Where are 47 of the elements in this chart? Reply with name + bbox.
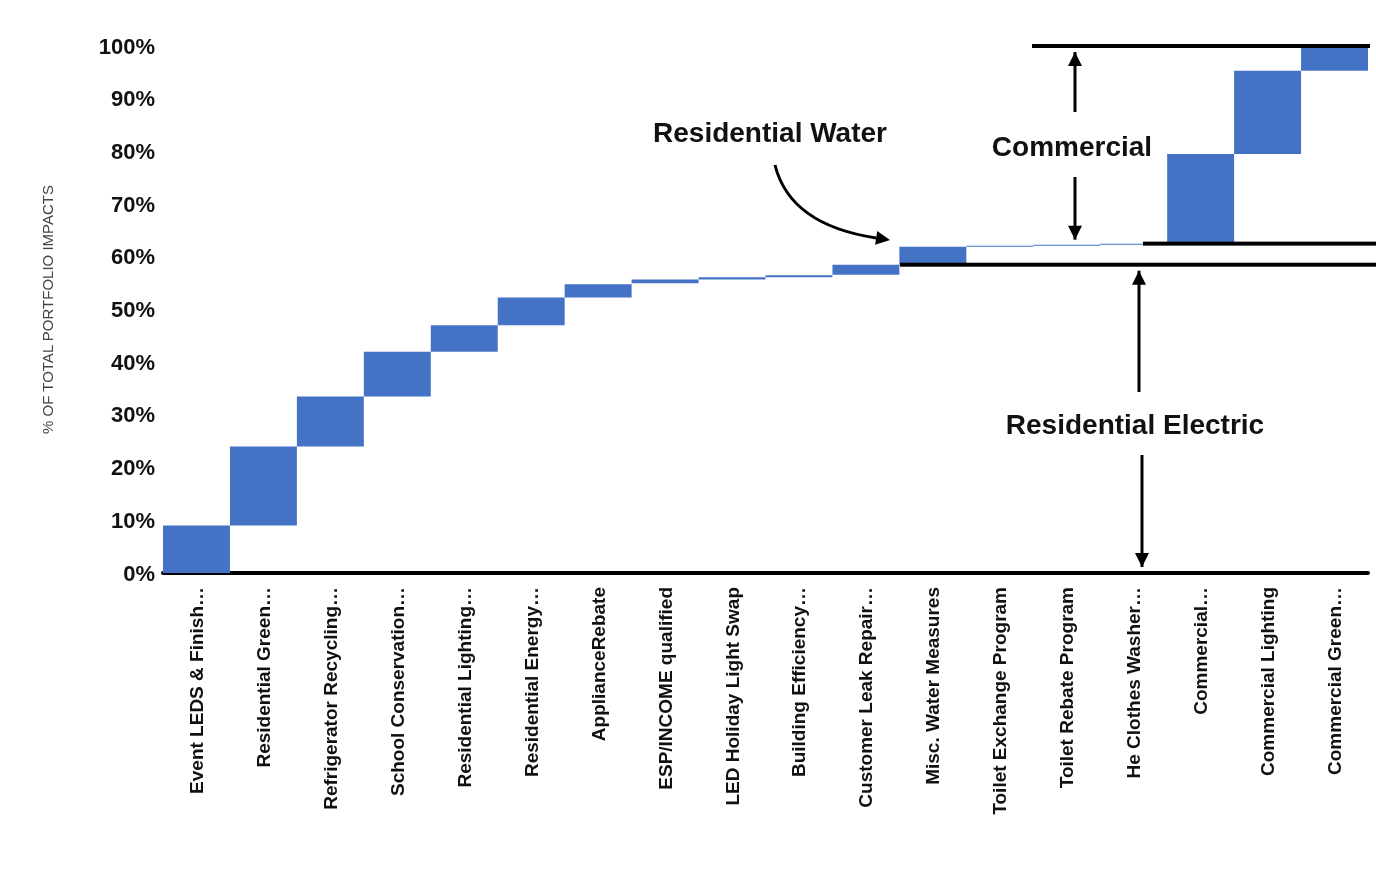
bar [296,396,364,447]
bar [765,275,833,278]
y-tick-label: 80% [110,138,155,164]
x-tick-label: Commercial… [1190,587,1212,715]
bar [564,284,632,298]
annotation: Commercial [989,131,1155,163]
y-tick-label: 60% [110,244,155,270]
x-tick-label: Refrigerator Recycling… [319,587,341,810]
x-tick-label: Toilet Rebate Program [1056,587,1078,789]
y-tick-label: 20% [110,455,155,481]
y-tick-label: 0% [123,560,155,586]
bar [497,297,565,326]
y-tick-label: 40% [110,349,155,375]
x-tick-label: ApplianceRebate [587,587,609,742]
x-tick-label: School Conservation… [386,587,408,797]
x-tick-label: Residential Green… [252,587,274,768]
y-tick-label: 100% [98,33,155,59]
y-tick-label: 10% [110,507,155,533]
annotation: Residential Water [651,117,889,149]
bar [163,525,230,573]
y-axis-title: % OF TOTAL PORTFOLIO IMPACTS [39,185,56,434]
bar [430,325,498,352]
bar [1167,154,1235,244]
bar [363,351,431,397]
x-tick-label: Commercial Green… [1324,587,1346,775]
bar [229,446,297,526]
annotation: Residential Electric [1003,409,1267,441]
x-tick-label: He Clothes Washer… [1123,587,1145,779]
x-tick-label: Misc. Water Measures [922,587,944,785]
x-tick-label: Residential Energy… [520,587,542,778]
x-tick-label: Commercial Lighting [1257,587,1279,776]
bar [832,264,900,275]
x-tick-label: LED Holiday Light Swap [721,587,743,806]
y-tick-label: 30% [110,402,155,428]
x-tick-label: Customer Leak Repair… [855,587,877,808]
bar [1234,70,1302,155]
x-tick-label: Toilet Exchange Program [989,587,1011,815]
bar [631,279,699,284]
x-tick-label: Building Efficiency… [788,587,810,778]
y-tick-label: 90% [110,86,155,112]
x-tick-label: Event LEDS & Finish… [185,587,207,794]
x-tick-label: Residential Lighting… [453,587,475,788]
y-tick-label: 70% [110,191,155,217]
y-tick-label: 50% [110,297,155,322]
bar [698,277,766,280]
x-tick-label: ESP/INCOME qualified [654,587,676,790]
bar [1301,46,1368,71]
